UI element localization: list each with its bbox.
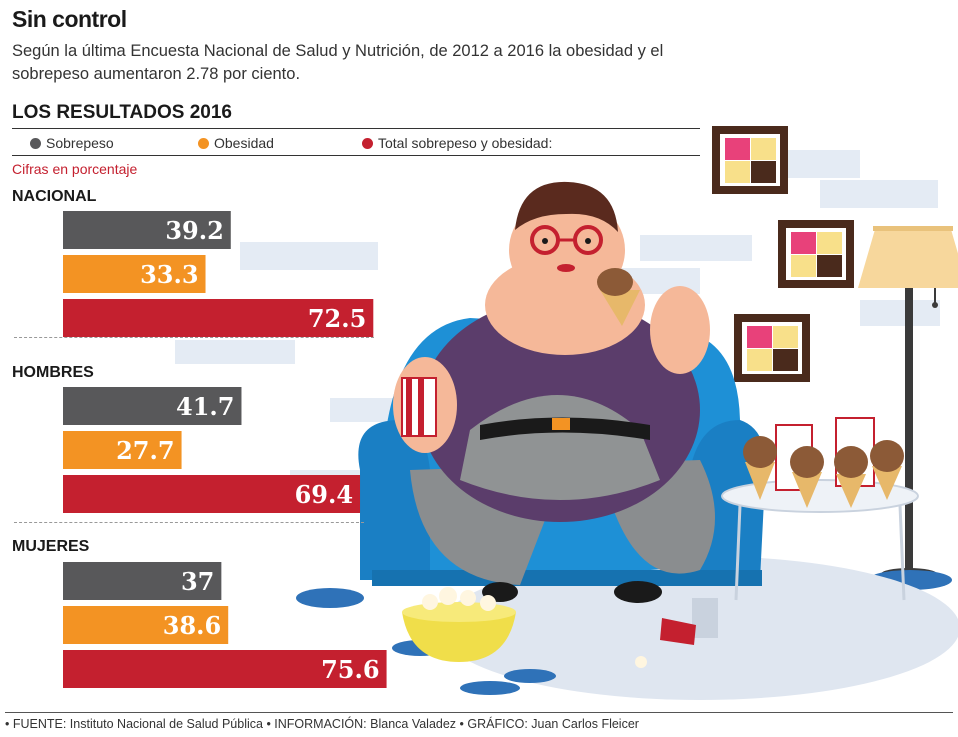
units-note: Cifras en porcentaje — [12, 161, 138, 177]
bar-value-hombres-obesidad: 27.7 — [116, 436, 174, 465]
floor-lamp — [858, 226, 958, 590]
bar-hombres-obesidad — [63, 431, 182, 469]
floor-stain — [504, 669, 556, 683]
picture-frame-2 — [778, 220, 854, 288]
legend: Sobrepeso Obesidad Total sobrepeso y obe… — [12, 128, 700, 156]
group-label-mujeres: MUJERES — [12, 538, 90, 555]
bar-hombres-sobrepeso — [63, 387, 242, 425]
legend-swatch-obesidad — [198, 138, 209, 149]
bar-mujeres-total — [63, 650, 387, 688]
group-separator — [14, 522, 364, 523]
bar-value-hombres-sobrepeso: 41.7 — [176, 392, 234, 421]
legend-swatch-sobrepeso — [30, 138, 41, 149]
side-table — [721, 417, 919, 601]
legend-label-total: Total sobrepeso y obesidad: — [378, 135, 553, 151]
bar-value-mujeres-sobrepeso: 37 — [181, 567, 214, 596]
bar-nacional-obesidad — [63, 255, 206, 293]
section-title: LOS RESULTADOS 2016 — [12, 102, 232, 123]
legend-swatch-total — [362, 138, 373, 149]
bar-value-nacional-obesidad: 33.3 — [140, 260, 198, 289]
bar-nacional-sobrepeso — [63, 211, 231, 249]
group-separator — [14, 337, 374, 338]
person — [393, 181, 715, 603]
floor-stain — [296, 588, 364, 608]
bar-hombres-total — [63, 475, 361, 513]
bar-mujeres-obesidad — [63, 606, 229, 644]
bar-mujeres-sobrepeso — [63, 562, 222, 600]
floor-stain — [460, 681, 520, 695]
popcorn-bowl — [402, 587, 647, 668]
chart-title: Sin control — [12, 6, 127, 32]
legend-item-obesidad: Obesidad — [198, 135, 274, 151]
bar-value-mujeres-total: 75.6 — [321, 655, 379, 684]
legend-item-total: Total sobrepeso y obesidad: — [362, 135, 552, 151]
footer-credits: • FUENTE: Instituto Nacional de Salud Pú… — [5, 717, 639, 731]
picture-frame-1 — [712, 126, 788, 194]
group-label-hombres: HOMBRES — [12, 364, 94, 381]
picture-frame-3 — [734, 314, 810, 382]
bar-value-nacional-total: 72.5 — [308, 304, 366, 333]
footer-divider — [5, 712, 953, 713]
bar-value-mujeres-obesidad: 38.6 — [163, 611, 221, 640]
spilled-cups — [660, 598, 718, 645]
legend-label-sobrepeso: Sobrepeso — [46, 135, 114, 151]
group-label-nacional: NACIONAL — [12, 188, 97, 205]
chart-subtitle: Según la última Encuesta Nacional de Sal… — [12, 42, 664, 83]
bar-value-nacional-sobrepeso: 39.2 — [165, 216, 223, 245]
legend-item-sobrepeso: Sobrepeso — [30, 135, 114, 151]
bar-nacional-total — [63, 299, 374, 337]
legend-label-obesidad: Obesidad — [214, 135, 274, 151]
bar-value-hombres-total: 69.4 — [295, 480, 353, 509]
